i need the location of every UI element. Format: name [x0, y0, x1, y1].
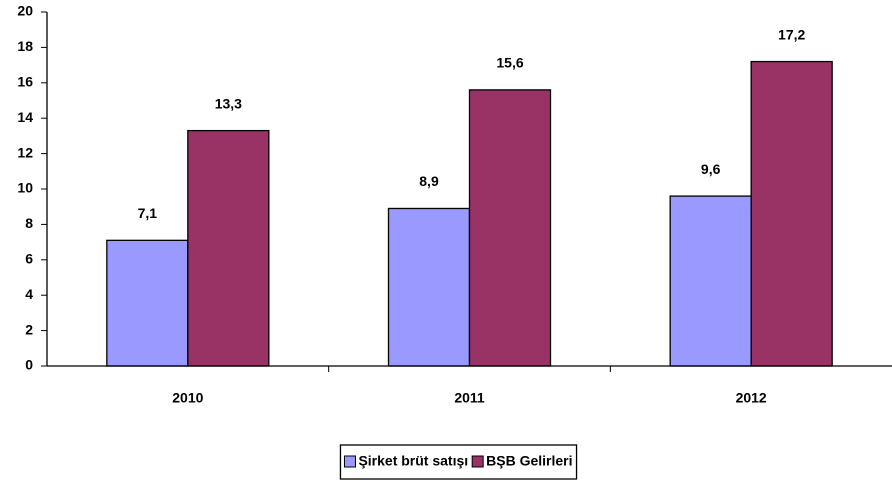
- bar: [468, 89, 552, 367]
- y-tick-label: 20: [17, 3, 33, 19]
- value-label: 13,3: [215, 95, 242, 111]
- bar: [750, 60, 833, 367]
- x-tick-label: 2011: [454, 390, 485, 406]
- y-tick-label: 10: [17, 180, 33, 196]
- y-tick-label: 0: [25, 357, 33, 373]
- bar: [669, 195, 752, 367]
- y-tick-label: 16: [17, 74, 33, 90]
- value-label: 17,2: [778, 26, 805, 42]
- bar: [187, 129, 270, 367]
- y-tick-label: 18: [17, 38, 33, 54]
- value-label: 8,9: [419, 173, 439, 189]
- legend-label: Şirket brüt satışı: [358, 453, 468, 469]
- legend-box: [339, 444, 578, 480]
- x-tick-label: 2010: [172, 390, 203, 406]
- value-label: 9,6: [701, 161, 721, 177]
- y-tick-label: 8: [25, 215, 33, 231]
- bar: [106, 239, 189, 367]
- y-tick-label: 2: [25, 321, 33, 337]
- y-tick-label: 4: [25, 286, 33, 302]
- value-label: 7,1: [138, 205, 158, 221]
- y-tick-label: 12: [17, 144, 33, 160]
- legend-swatch: [471, 455, 484, 468]
- y-tick-label: 14: [17, 109, 33, 125]
- legend-label: BŞB Gelirleri: [486, 453, 572, 469]
- legend-swatch: [343, 455, 356, 468]
- y-tick-label: 6: [25, 251, 33, 267]
- x-tick-label: 2012: [736, 390, 767, 406]
- bar: [387, 207, 471, 367]
- value-label: 15,6: [496, 55, 523, 71]
- legend: Şirket brüt satışı BŞB Gelirleri: [339, 444, 578, 480]
